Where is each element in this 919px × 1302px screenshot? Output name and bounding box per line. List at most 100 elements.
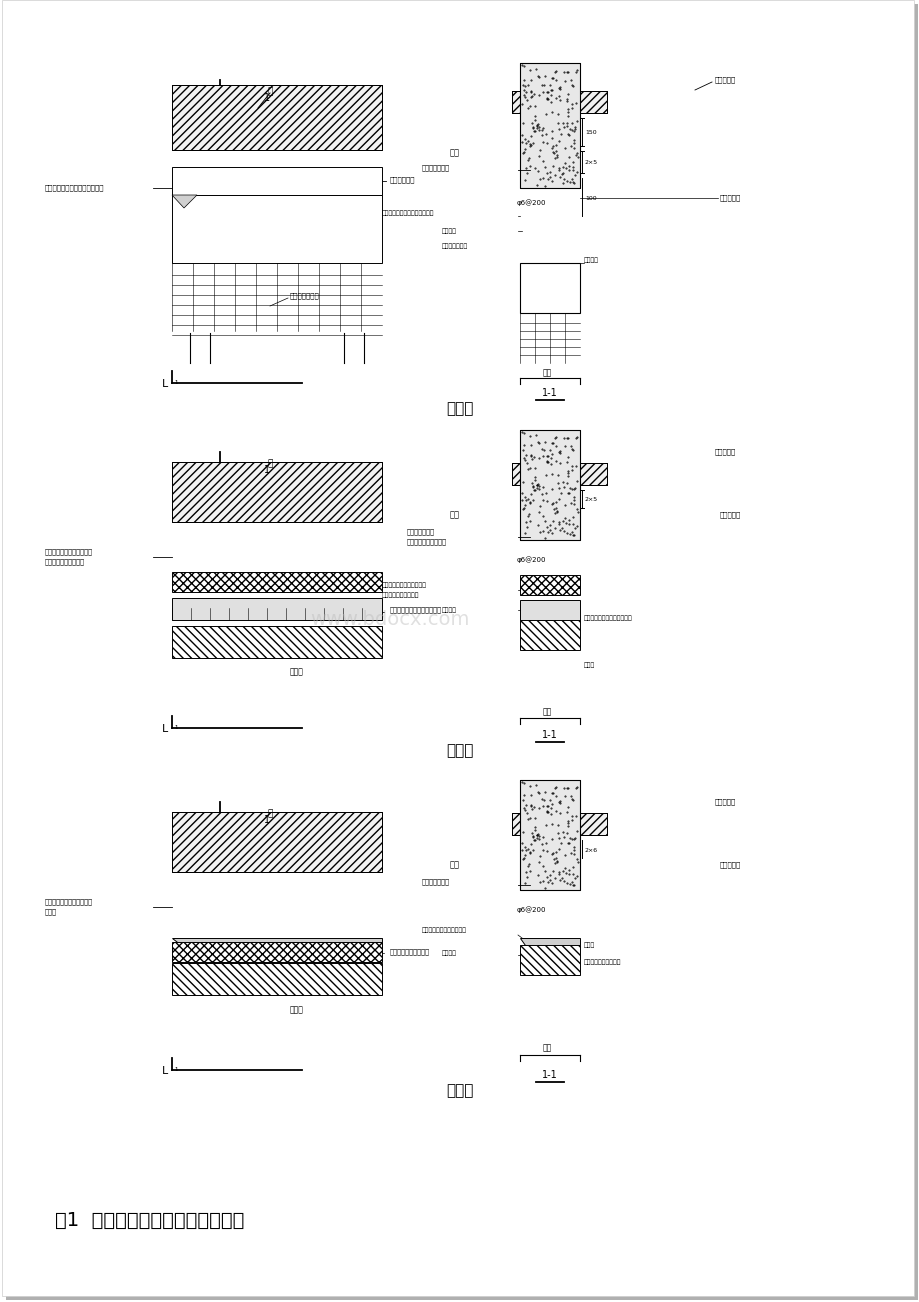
Text: 多孔砖: 多孔砖 [584,943,595,948]
Text: 100: 100 [584,195,596,201]
Text: ₁: ₁ [174,723,177,730]
Text: 1: 1 [264,92,270,103]
Text: 变截面，型与多孔砖同材质: 变截面，型与多孔砖同材质 [422,927,467,932]
Bar [512,91,607,113]
Text: 墙厚: 墙厚 [542,368,551,378]
Bar [519,620,579,650]
Bar [519,945,579,975]
Bar [519,780,579,891]
Text: 保温板薄: 保温板薄 [584,258,598,263]
Bar [172,812,381,872]
Bar [172,462,381,522]
Bar [512,812,607,835]
Text: ₁: ₁ [174,378,177,385]
Bar [172,167,381,195]
Text: 由普珠加气混凝土砌块切割面皮: 由普珠加气混凝土砌块切割面皮 [45,185,105,191]
Text: 混凝土梁下置网格布实心砖: 混凝土梁下置网格布实心砖 [381,582,426,587]
Text: 1: 1 [264,815,270,825]
Text: 1-1: 1-1 [541,388,557,398]
Text: 外墙装饰层: 外墙装饰层 [714,77,735,83]
Text: 混凝土梁下置网格布实心砖: 混凝土梁下置网格布实心砖 [45,548,93,556]
Bar [172,462,381,522]
Bar [519,430,579,540]
Bar [519,575,579,595]
Text: φ6@200: φ6@200 [516,557,546,564]
Bar [172,943,381,962]
Text: L: L [162,1066,168,1075]
Bar [172,963,381,995]
Text: 1-1: 1-1 [541,1070,557,1079]
Bar [519,600,579,620]
Text: 加气混凝土砌块: 加气混凝土砌块 [441,243,468,249]
Bar [512,812,607,835]
Text: 保温板薄: 保温板薄 [441,950,457,956]
Text: L: L [162,724,168,734]
Bar [512,91,607,113]
Text: 与多孔砖同材质实心砖: 与多孔砖同材质实心砖 [390,949,429,956]
Bar [512,464,607,486]
Text: 室外防水层: 室外防水层 [720,512,741,518]
Text: 实心砖: 实心砖 [45,909,57,915]
Text: 钻孔塞墨丝板厚: 钻孔塞墨丝板厚 [422,879,449,885]
Text: 2×6: 2×6 [584,848,597,853]
Text: （宜与多孔砖同材质）: （宜与多孔砖同材质） [381,592,419,598]
Text: 梁: 梁 [267,810,273,819]
Text: 变截面，型与多孔砖同材质: 变截面，型与多孔砖同材质 [45,898,93,905]
Text: （宜与多孔砖同材质）: （宜与多孔砖同材质） [45,559,85,565]
Text: 加气混凝土砌块: 加气混凝土砌块 [289,293,320,299]
Text: 外墙装饰层: 外墙装饰层 [714,798,735,806]
Text: 多孔砖: 多孔砖 [289,668,303,677]
Text: 做法一: 做法一 [446,401,473,417]
Text: www.bdocx.com: www.bdocx.com [310,611,470,629]
Bar [172,598,381,620]
Text: 1: 1 [264,465,270,475]
Text: 2×5: 2×5 [584,497,597,503]
Bar [172,195,381,263]
Text: 室外防水层: 室外防水层 [720,195,741,202]
Bar [172,626,381,658]
Bar [519,430,579,540]
Text: （宜与多孔砖同材质）: （宜与多孔砖同材质） [406,539,447,546]
Bar [519,780,579,891]
Text: φ6@200: φ6@200 [516,199,546,207]
Text: 钻孔塞墨丝板厚: 钻孔塞墨丝板厚 [422,164,449,172]
Text: 图1  外墙混凝土梁下砂体节点做法: 图1 外墙混凝土梁下砂体节点做法 [55,1211,244,1230]
Text: 实心砖（宜与多孔砖同材质）: 实心砖（宜与多孔砖同材质） [390,607,441,613]
Text: 外墙装饰层: 外墙装饰层 [714,449,735,456]
Text: 室外防水层: 室外防水层 [720,862,741,868]
Bar [172,85,381,150]
Text: 墙厚: 墙厚 [542,707,551,716]
Bar [172,572,381,592]
Bar [172,85,381,150]
Text: 保温板薄: 保温板薄 [441,607,457,613]
Bar [519,62,579,187]
Text: 室内: 室内 [449,510,460,519]
Text: 多孔砖: 多孔砖 [584,663,595,668]
Polygon shape [172,195,197,208]
Text: 室横砂浆地薄: 室横砂浆地薄 [390,177,415,184]
Polygon shape [519,937,579,952]
Text: 2×5: 2×5 [584,160,597,164]
Text: 室内: 室内 [449,148,460,158]
Text: 实心砖（宜与多孔砖同材质）: 实心砖（宜与多孔砖同材质） [584,616,632,621]
Text: 1-1: 1-1 [541,730,557,740]
Text: φ6@200: φ6@200 [516,906,546,914]
Text: L: L [162,379,168,389]
Text: 室内: 室内 [449,861,460,870]
Text: 150: 150 [584,129,596,134]
Bar [512,464,607,486]
Text: 保温板薄: 保温板薄 [441,228,457,234]
Bar [519,62,579,187]
Text: 梁: 梁 [267,87,273,96]
Text: 与多孔砖同材质实心砖: 与多孔砖同材质实心砖 [584,960,621,965]
Bar [172,812,381,872]
Text: 多孔砖: 多孔砖 [289,1005,303,1014]
Polygon shape [172,937,381,952]
Text: 钻孔塞墨丝板厚: 钻孔塞墨丝板厚 [406,529,435,535]
Text: 梁: 梁 [267,460,273,469]
Text: 墙厚: 墙厚 [542,1043,551,1052]
Text: 做法三: 做法三 [446,1083,473,1098]
Bar [519,263,579,312]
Text: ₁: ₁ [174,1064,177,1073]
Text: 由普珠加气混凝土砌块切割面皮: 由普珠加气混凝土砌块切割面皮 [381,210,434,216]
